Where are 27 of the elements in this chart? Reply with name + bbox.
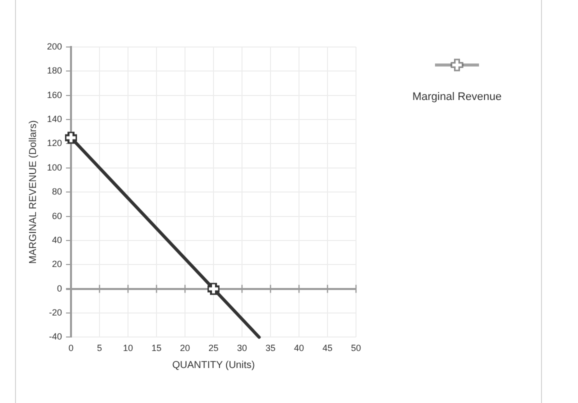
x-tick-label: 5 <box>97 343 102 354</box>
y-tick-label: 20 <box>52 259 62 270</box>
y-tick-label: 180 <box>46 66 62 76</box>
x-tick-label: 40 <box>294 343 304 354</box>
x-tick-label: 0 <box>68 343 74 354</box>
y-tick-label: 140 <box>46 114 62 124</box>
x-tick-label: 10 <box>123 343 134 354</box>
x-tick-label: 25 <box>208 343 219 354</box>
x-tick-label: 35 <box>265 343 276 354</box>
y-tick-label: -40 <box>49 332 62 342</box>
x-tick-label: 15 <box>152 343 162 354</box>
y-axis-title: MARGINAL REVENUE (Dollars) <box>28 120 39 264</box>
y-tick-label: 60 <box>52 210 62 221</box>
y-tick-label: 80 <box>52 186 62 197</box>
y-tick-label: 0 <box>57 283 62 294</box>
y-tick-label: -20 <box>49 308 62 318</box>
y-tick-label: 100 <box>46 162 62 172</box>
y-tick-label: 160 <box>46 90 62 100</box>
text: Marginal Revenue <box>411 91 503 104</box>
x-tick-label: 30 <box>237 343 248 354</box>
x-tick-label: 50 <box>350 343 362 354</box>
y-tick-label: 200 <box>46 41 62 52</box>
x-tick-label: 20 <box>180 343 190 354</box>
y-tick-label: 120 <box>46 138 62 148</box>
x-tick-label: 45 <box>322 343 333 354</box>
x-axis-title: QUANTITY (Units) <box>172 360 255 371</box>
y-tick-label: 40 <box>52 234 62 245</box>
